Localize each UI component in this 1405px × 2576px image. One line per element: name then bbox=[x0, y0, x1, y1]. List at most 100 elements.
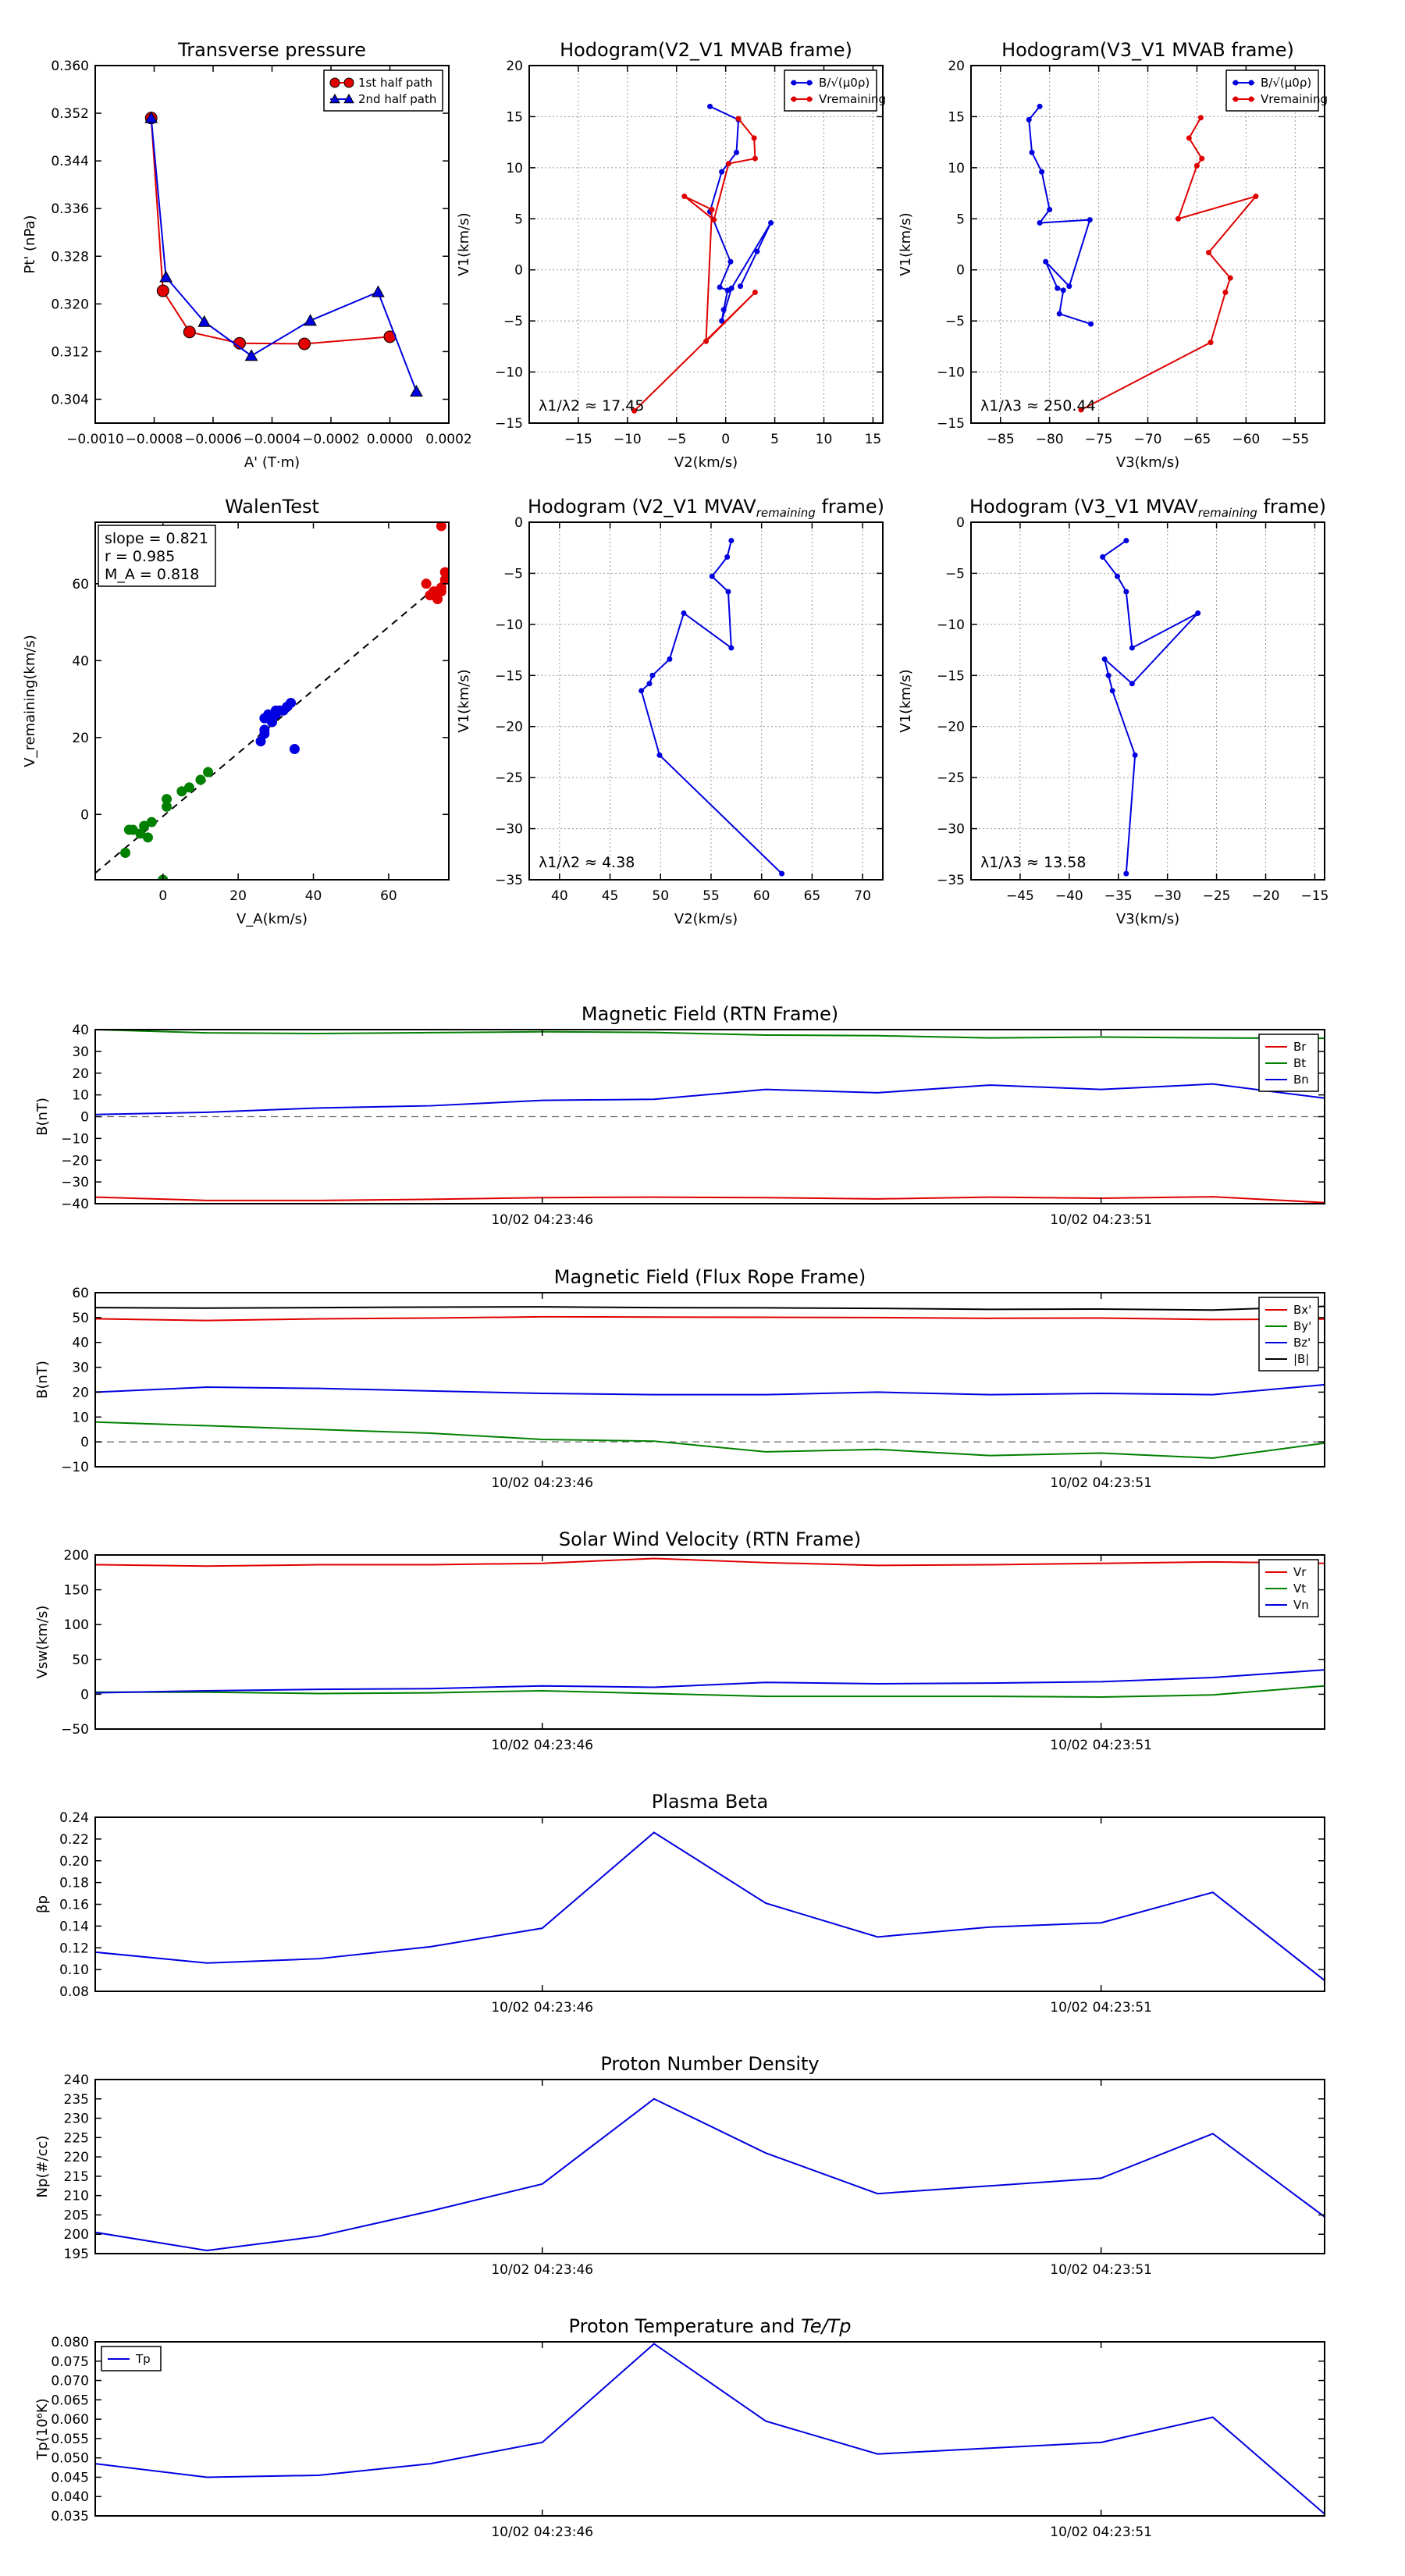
plot-frame bbox=[94, 2079, 1325, 2254]
chart-title: Hodogram (V3_V1 MVAVremaining frame) bbox=[969, 496, 1326, 520]
data-point bbox=[197, 315, 212, 327]
data-point bbox=[1206, 249, 1212, 255]
y-tick-label: 0.20 bbox=[59, 1854, 89, 1870]
legend: Bx' By' Bz' |B| bbox=[1258, 1297, 1319, 1372]
legend-label: 2nd half path bbox=[358, 92, 436, 106]
legend-box bbox=[101, 2346, 162, 2371]
data-point bbox=[1193, 162, 1200, 169]
data-point bbox=[734, 149, 740, 155]
x-tick-label: 0 bbox=[721, 432, 730, 447]
ts1-chart: 10/02 04:23:46 10/02 04:23:51 −40 −30 −20 −10… bbox=[34, 1003, 1325, 1228]
y-tick-label: 210 bbox=[64, 2189, 89, 2204]
data-point bbox=[728, 285, 735, 291]
series-line bbox=[95, 1030, 1325, 1040]
series-line bbox=[1028, 105, 1091, 326]
series-Vn bbox=[95, 1669, 1325, 1694]
data-point bbox=[298, 337, 311, 350]
y-tick-label: −35 bbox=[495, 873, 523, 888]
x-axis-label: A' (T·m) bbox=[244, 454, 300, 471]
data-point bbox=[735, 116, 742, 122]
y-tick-label: −30 bbox=[495, 822, 523, 838]
stats-line: M_A = 0.818 bbox=[105, 566, 199, 583]
data-point bbox=[725, 589, 731, 595]
data-point bbox=[146, 817, 157, 827]
data-point bbox=[120, 848, 131, 859]
x-tick-label: 10 bbox=[816, 432, 833, 447]
series-B/√(μ0ρ) bbox=[1026, 103, 1094, 327]
y-tick-label: −10 bbox=[495, 365, 523, 381]
y-axis-label: V1(km/s) bbox=[456, 212, 472, 276]
y-tick-label: 100 bbox=[64, 1617, 89, 1633]
data-point bbox=[286, 697, 297, 708]
y-tick-label: 0.24 bbox=[59, 1810, 89, 1826]
series-Vremaining bbox=[1078, 115, 1259, 413]
h3-chart: 40 45 50 55 60 65 70 −35 −30 −25 −20 −15 −10 −5 0 Hodog… bbox=[456, 496, 884, 927]
x-tick-label: −25 bbox=[1203, 888, 1231, 904]
ts5-chart: 10/02 04:23:46 10/02 04:23:51 195 200 205 210… bbox=[34, 2053, 1325, 2278]
data-point bbox=[681, 610, 687, 616]
y-axis-label: V1(km/s) bbox=[456, 669, 472, 732]
data-point bbox=[1123, 589, 1129, 595]
series-B/√(μ0ρ) bbox=[707, 103, 774, 324]
series-line bbox=[95, 1315, 1325, 1322]
data-point bbox=[1197, 115, 1204, 121]
y-tick-label: 0.360 bbox=[51, 59, 89, 74]
chart-title-text: WalenTest bbox=[225, 496, 319, 518]
x-tick-label: −5 bbox=[667, 432, 686, 447]
y-tick-label: 0.08 bbox=[59, 1984, 89, 2000]
data-point bbox=[631, 407, 638, 414]
data-point bbox=[728, 538, 735, 544]
data-point bbox=[1222, 290, 1229, 296]
plot-frame bbox=[528, 65, 884, 424]
series-1st half path bbox=[144, 112, 397, 350]
data-point bbox=[752, 290, 758, 296]
y-tick-label: 0.035 bbox=[51, 2509, 89, 2524]
y-tick-label: 20 bbox=[72, 1066, 89, 1082]
data-point bbox=[439, 575, 449, 585]
y-tick-label: 0.045 bbox=[51, 2470, 89, 2485]
y-tick-label: −10 bbox=[937, 617, 965, 633]
series-red bbox=[421, 522, 449, 604]
x-tick-label: −65 bbox=[1183, 432, 1211, 447]
y-tick-label: 0.344 bbox=[51, 154, 89, 169]
y-tick-label: −30 bbox=[937, 822, 965, 838]
x-tick-label: −0.0006 bbox=[184, 432, 242, 447]
series-line bbox=[95, 1669, 1325, 1694]
x-tick-label: 10/02 04:23:46 bbox=[491, 2000, 593, 2016]
series-line bbox=[640, 540, 783, 874]
x-tick-label: 15 bbox=[865, 432, 882, 447]
data-point bbox=[646, 681, 653, 687]
chart-title-text: Hodogram (V2_V1 MVAV bbox=[528, 496, 756, 518]
x-tick-label: −0.0004 bbox=[244, 432, 301, 447]
y-tick-label: −25 bbox=[937, 770, 965, 786]
y-axis-label: Vsw(km/s) bbox=[34, 1606, 51, 1679]
data-point bbox=[728, 645, 735, 651]
series-green bbox=[120, 767, 214, 880]
chart-title-end: frame) bbox=[816, 496, 884, 518]
series-B bbox=[1100, 538, 1201, 877]
y-tick-label: 40 bbox=[72, 1336, 89, 1351]
y-tick-label: 195 bbox=[64, 2247, 89, 2262]
series-line bbox=[1080, 117, 1258, 411]
y-tick-label: 0 bbox=[80, 1110, 89, 1126]
plot-frame bbox=[94, 1554, 1325, 1730]
series-Bz' bbox=[95, 1383, 1325, 1396]
y-tick-label: 230 bbox=[64, 2112, 89, 2127]
y-tick-label: 0.328 bbox=[51, 249, 89, 265]
y-tick-label: 200 bbox=[64, 2227, 89, 2243]
legend-label: Bn bbox=[1293, 1073, 1309, 1087]
pt-chart: −0.0010 −0.0008 −0.0006 −0.0004 −0.0002 0.000… bbox=[22, 39, 472, 471]
y-tick-label: −10 bbox=[937, 365, 965, 381]
series-line bbox=[95, 1421, 1325, 1459]
y-tick-label: 0.16 bbox=[59, 1898, 89, 1913]
legend-marker bbox=[1248, 80, 1254, 86]
data-point bbox=[1101, 656, 1108, 662]
data-point bbox=[1253, 193, 1259, 199]
y-tick-label: 0.304 bbox=[51, 392, 89, 407]
x-tick-label: −45 bbox=[1006, 888, 1034, 904]
series-Bt bbox=[95, 1030, 1325, 1040]
y-tick-label: 0.336 bbox=[51, 201, 89, 217]
legend-label: B/√(μ0ρ) bbox=[819, 76, 870, 90]
data-point bbox=[709, 573, 715, 579]
chart-title: Hodogram (V2_V1 MVAVremaining frame) bbox=[528, 496, 884, 520]
